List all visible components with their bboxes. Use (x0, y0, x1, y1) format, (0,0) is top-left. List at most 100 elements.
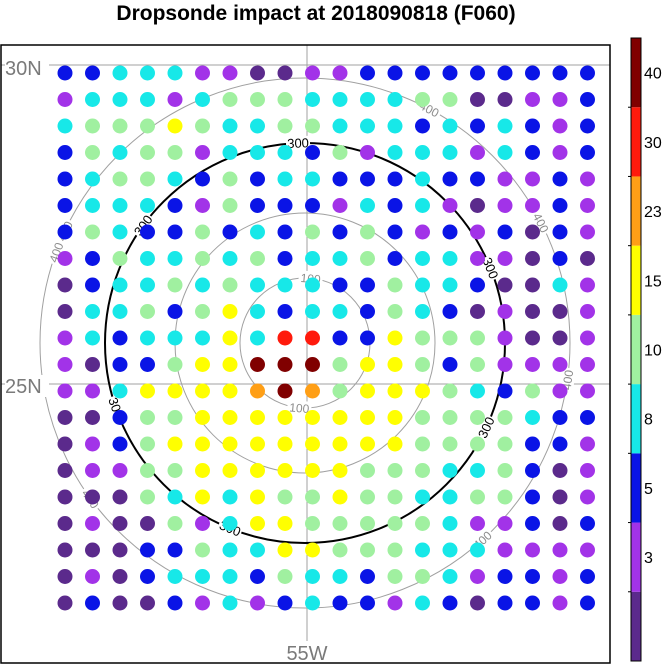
impact-point (552, 330, 568, 346)
impact-point (277, 463, 293, 478)
impact-point (360, 330, 375, 346)
impact-point (140, 118, 155, 134)
impact-point (195, 145, 210, 160)
impact-point (305, 542, 320, 558)
impact-point (140, 330, 155, 346)
impact-point (332, 145, 348, 160)
impact-point (57, 357, 73, 372)
impact-point (85, 171, 100, 187)
impact-point (332, 118, 348, 134)
impact-point (195, 65, 210, 81)
impact-point (167, 595, 183, 611)
impact-point (222, 92, 238, 107)
impact-point (332, 436, 348, 452)
impact-point (250, 224, 265, 240)
impact-point (112, 542, 128, 558)
impact-point (415, 171, 430, 187)
impact-point (497, 198, 513, 213)
impact-point (442, 516, 458, 531)
impact-point (525, 251, 540, 266)
impact-point (332, 251, 348, 266)
impact-point (195, 224, 210, 240)
impact-point (360, 304, 375, 319)
impact-point (85, 516, 100, 531)
impact-point (222, 383, 238, 399)
impact-point (360, 198, 375, 213)
impact-point (387, 357, 403, 372)
impact-point (57, 304, 73, 319)
impact-point (497, 304, 513, 319)
impact-point (222, 171, 238, 187)
impact-point (85, 595, 100, 611)
impact-point (332, 489, 348, 505)
impact-point (140, 277, 155, 293)
impact-point (195, 436, 210, 452)
impact-point (250, 118, 265, 134)
impact-point (112, 489, 128, 505)
impact-point (85, 118, 100, 134)
impact-point (415, 357, 430, 372)
impact-point (140, 357, 155, 372)
impact-point (222, 410, 238, 425)
impact-point (332, 171, 348, 187)
impact-point (360, 383, 375, 399)
impact-point (305, 330, 320, 346)
impact-point (552, 410, 568, 425)
impact-point (250, 198, 265, 213)
impact-point (470, 383, 485, 399)
impact-point (387, 489, 403, 505)
impact-point (552, 277, 568, 293)
impact-point (140, 489, 155, 505)
impact-point (250, 542, 265, 558)
impact-point (167, 569, 183, 584)
latitude-label: 30N (5, 58, 42, 80)
impact-point (442, 304, 458, 319)
impact-point (442, 145, 458, 160)
impact-point (525, 410, 540, 425)
impact-point (57, 171, 73, 187)
impact-point (580, 118, 595, 134)
impact-point (305, 251, 320, 266)
impact-point (442, 277, 458, 293)
impact-point (497, 516, 513, 531)
impact-point (497, 330, 513, 346)
impact-point (222, 304, 238, 319)
impact-point (305, 277, 320, 293)
impact-point (277, 569, 293, 584)
impact-point (332, 198, 348, 213)
impact-point (525, 463, 540, 478)
impact-point (525, 595, 540, 611)
impact-point (497, 542, 513, 558)
impact-point (442, 595, 458, 611)
impact-point (222, 251, 238, 266)
impact-point (250, 277, 265, 293)
impact-point (552, 65, 568, 81)
impact-point (332, 357, 348, 372)
impact-point (552, 198, 568, 213)
impact-point (387, 542, 403, 558)
impact-point (525, 65, 540, 81)
impact-point (580, 410, 595, 425)
impact-point (140, 224, 155, 240)
impact-point (250, 251, 265, 266)
impact-point (497, 145, 513, 160)
impact-point (580, 171, 595, 187)
impact-point (360, 118, 375, 134)
impact-point (167, 489, 183, 505)
impact-point (250, 65, 265, 81)
impact-point (497, 410, 513, 425)
colorbar-tick-label: 15 (644, 273, 662, 290)
impact-point (140, 304, 155, 319)
impact-point (112, 357, 128, 372)
impact-point (305, 436, 320, 452)
impact-point (360, 224, 375, 240)
impact-point (140, 595, 155, 611)
impact-point (470, 357, 485, 372)
impact-point (277, 277, 293, 293)
impact-point (415, 542, 430, 558)
impact-point (552, 436, 568, 452)
impact-point (387, 383, 403, 399)
impact-point (222, 516, 238, 531)
impact-point (525, 92, 540, 107)
impact-point (332, 569, 348, 584)
